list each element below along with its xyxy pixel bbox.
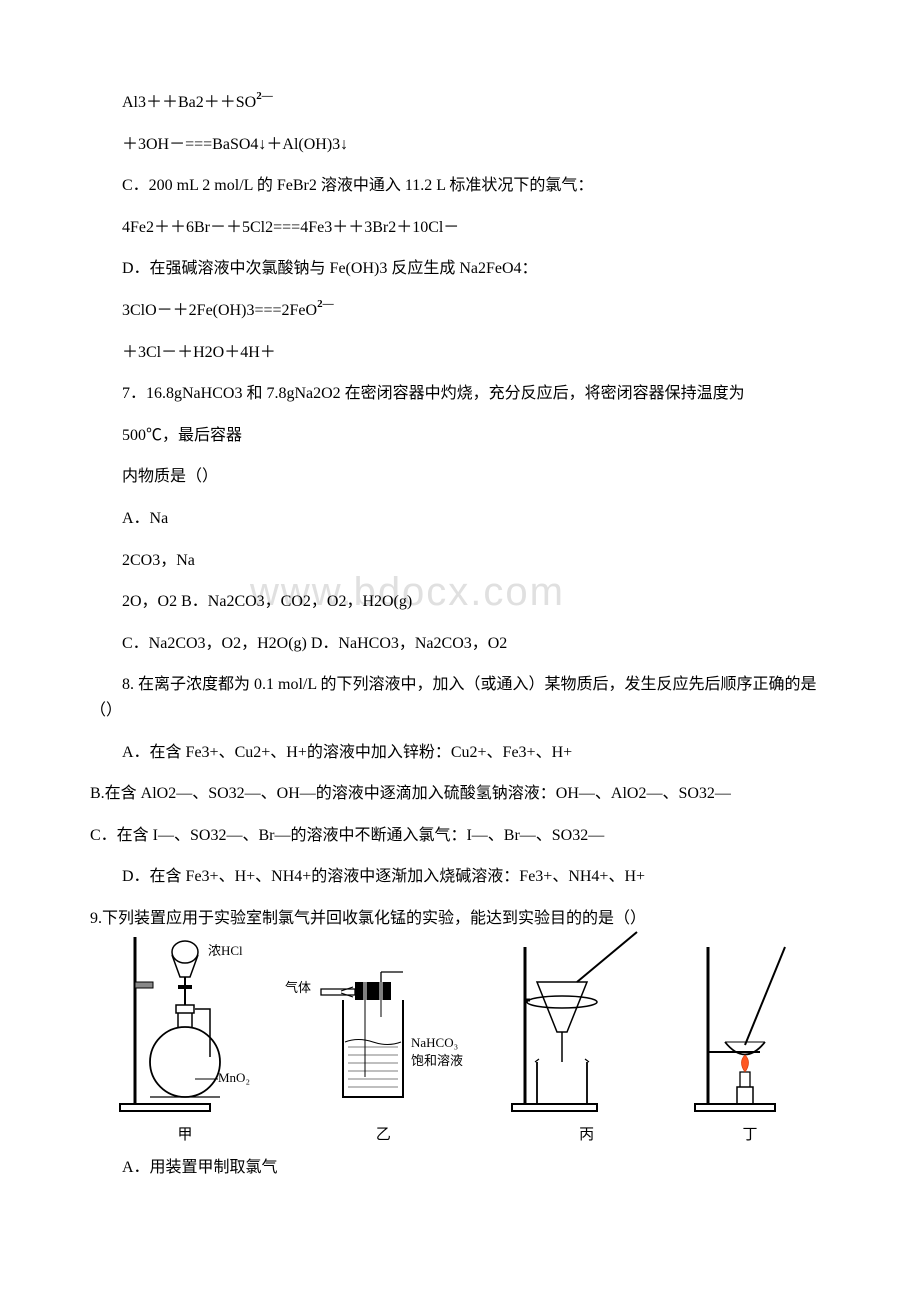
apparatus-bing-svg — [507, 927, 667, 1117]
apparatus-yi: 气体 NaHCO₃ 饱和溶液 乙 — [283, 947, 483, 1147]
q7-opt-cd: C．Na2CO3，O2，H2O(g) D．NaHCO3，Na2CO3，O2 — [90, 631, 830, 657]
q6-opt-c-line1: C．200 mL 2 mol/L 的 FeBr2 溶液中通入 11.2 L 标准… — [90, 173, 830, 199]
apparatus-jia: 浓HCl MnO₂ 甲 — [110, 927, 260, 1147]
q6-opt-c-line2: 4Fe2＋＋6Br－＋5Cl2===4Fe3＋＋3Br2＋10Cl－ — [90, 215, 830, 241]
nahco3-label-1: NaHCO₃ — [411, 1035, 458, 1050]
apparatus-ding-svg — [690, 927, 810, 1117]
nahco3-label-2: 饱和溶液 — [411, 1053, 463, 1068]
q7-opt-a-line2: 2CO3，Na — [90, 548, 830, 574]
q7-opt-a-line1: A．Na — [90, 506, 830, 532]
q7-stem-line3: 内物质是（） — [90, 464, 830, 490]
superscript-2minus: 2— — [317, 298, 334, 310]
apparatus-bing-label: 丙 — [507, 1123, 667, 1147]
q7-stem-line2: 500℃，最后容器 — [90, 423, 830, 449]
q6-opt-b-line2: ＋3OH－===BaSO4↓＋Al(OH)3↓ — [90, 132, 830, 158]
q6-opt-d-line2: 3ClO－＋2Fe(OH)3===2FeO2— — [90, 298, 830, 324]
q6-opt-b-line1: Al3＋＋Ba2＋＋SO2— — [90, 90, 830, 116]
apparatus-yi-svg: 气体 NaHCO₃ 饱和溶液 — [283, 947, 483, 1117]
q8-opt-c: C．在含 I—、SO32—、Br—的溶液中不断通入氯气：I—、Br—、SO32— — [90, 823, 830, 849]
q8-stem: 8. 在离子浓度都为 0.1 mol/L 的下列溶液中，加入（或通入）某物质后，… — [90, 672, 830, 723]
q7-opt-a-line3: 2O，O2 B．Na2CO3，CO2，O2，H2O(g) — [90, 589, 830, 615]
apparatus-figure-row: 浓HCl MnO₂ 甲 气体 — [110, 947, 810, 1147]
apparatus-ding: 丁 — [690, 927, 810, 1147]
superscript-2minus: 2— — [256, 90, 273, 102]
apparatus-bing: 丙 — [507, 927, 667, 1147]
apparatus-yi-label: 乙 — [283, 1123, 483, 1147]
q7-stem-line1: 7．16.8gNaHCO3 和 7.8gNa2O2 在密闭容器中灼烧，充分反应后… — [90, 381, 830, 407]
text-segment: Al3＋＋Ba2＋＋SO — [122, 94, 256, 111]
mno2-label: MnO₂ — [218, 1070, 250, 1085]
q6-opt-d-line3: ＋3Cl－＋H2O＋4H＋ — [90, 340, 830, 366]
apparatus-jia-svg: 浓HCl MnO₂ — [110, 927, 260, 1117]
q8-opt-b: B.在含 AlO2—、SO32—、OH—的溶液中逐滴加入硫酸氢钠溶液：OH—、A… — [90, 781, 830, 807]
gas-label: 气体 — [285, 980, 311, 995]
hcl-label: 浓HCl — [208, 943, 243, 958]
apparatus-ding-label: 丁 — [690, 1123, 810, 1147]
text-segment: 3ClO－＋2Fe(OH)3===2FeO — [122, 302, 317, 319]
q9-opt-a: A．用装置甲制取氯气 — [90, 1155, 830, 1181]
q8-opt-d: D．在含 Fe3+、H+、NH4+的溶液中逐渐加入烧碱溶液：Fe3+、NH4+、… — [90, 864, 830, 890]
q6-opt-d-line1: D．在强碱溶液中次氯酸钠与 Fe(OH)3 反应生成 Na2FeO4： — [90, 256, 830, 282]
q8-opt-a: A．在含 Fe3+、Cu2+、H+的溶液中加入锌粉：Cu2+、Fe3+、H+ — [90, 740, 830, 766]
apparatus-jia-label: 甲 — [110, 1123, 260, 1147]
